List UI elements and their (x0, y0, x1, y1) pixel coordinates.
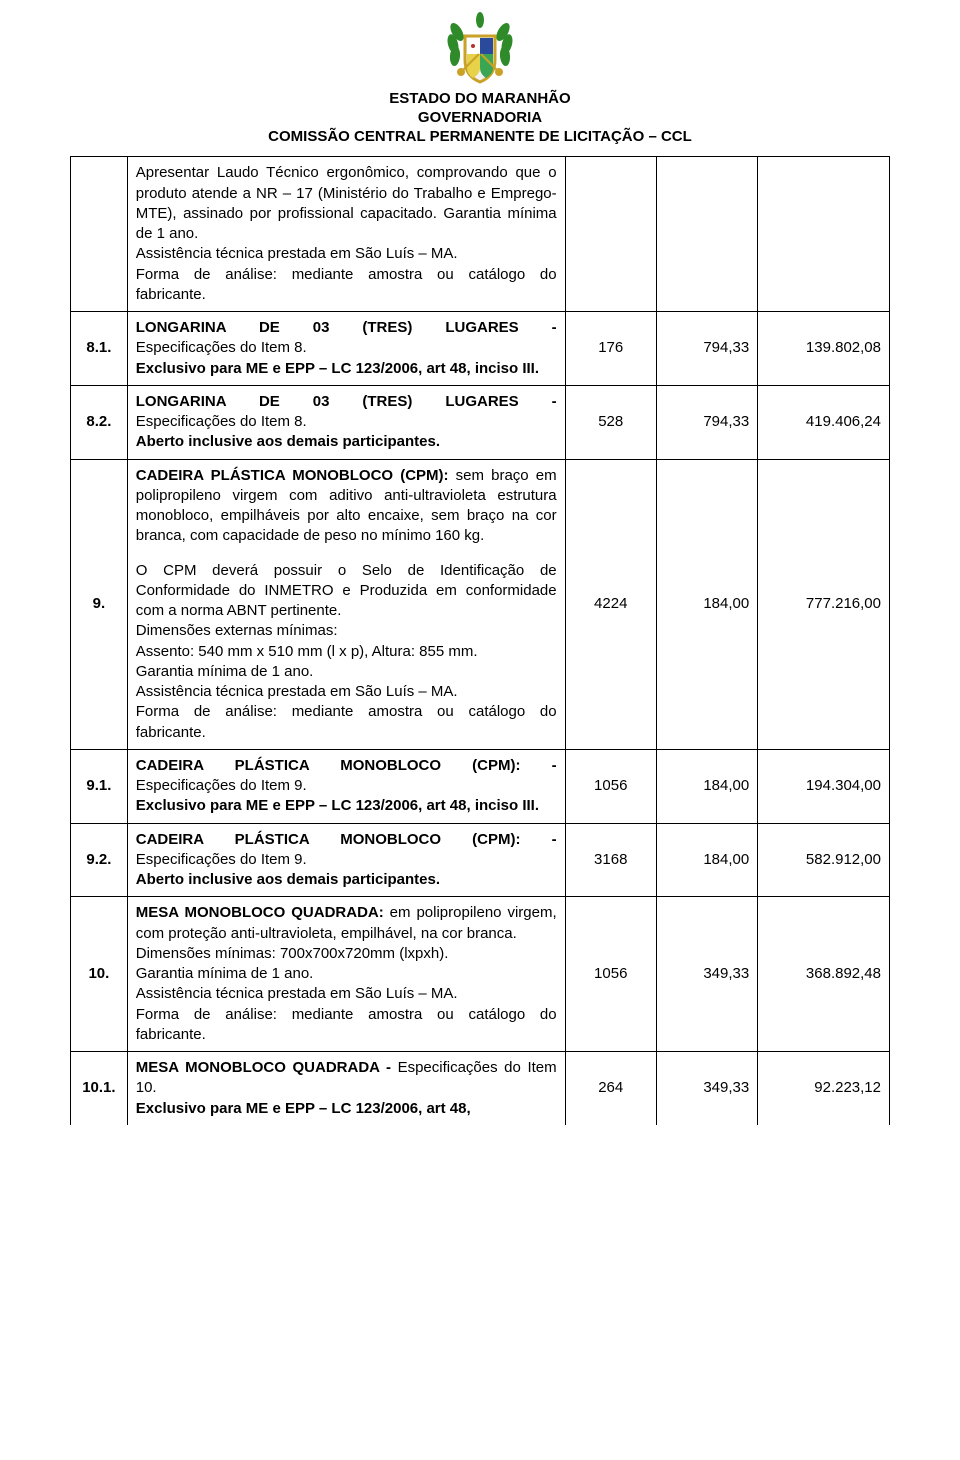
table-row: Apresentar Laudo Técnico ergonômico, com… (71, 157, 890, 312)
row-number: 8.1. (71, 312, 128, 386)
row-unit-price: 184,00 (656, 749, 757, 823)
row-unit-price: 184,00 (656, 823, 757, 897)
row-total: 582.912,00 (758, 823, 890, 897)
row-total: 777.216,00 (758, 459, 890, 749)
row-unit-price (656, 157, 757, 312)
row-quantity: 176 (565, 312, 656, 386)
specification-table: Apresentar Laudo Técnico ergonômico, com… (70, 156, 890, 1125)
row-unit-price: 349,33 (656, 897, 757, 1052)
table-row: 10.1.MESA MONOBLOCO QUADRADA - Especific… (71, 1052, 890, 1125)
row-total (758, 157, 890, 312)
row-number: 9.1. (71, 749, 128, 823)
row-unit-price: 794,33 (656, 312, 757, 386)
table-row: 9.2.CADEIRA PLÁSTICA MONOBLOCO (CPM): - … (71, 823, 890, 897)
row-unit-price: 184,00 (656, 459, 757, 749)
row-number: 9.2. (71, 823, 128, 897)
row-description: CADEIRA PLÁSTICA MONOBLOCO (CPM): - Espe… (127, 823, 565, 897)
row-total: 368.892,48 (758, 897, 890, 1052)
row-total: 194.304,00 (758, 749, 890, 823)
row-description: CADEIRA PLÁSTICA MONOBLOCO (CPM): - Espe… (127, 749, 565, 823)
document-page: ESTADO DO MARANHÃO GOVERNADORIA COMISSÃO… (0, 0, 960, 1125)
coat-of-arms (70, 10, 890, 88)
row-total: 139.802,08 (758, 312, 890, 386)
row-description: MESA MONOBLOCO QUADRADA - Especificações… (127, 1052, 565, 1125)
header-line-3: COMISSÃO CENTRAL PERMANENTE DE LICITAÇÃO… (70, 128, 890, 147)
table-row: 8.2.LONGARINA DE 03 (TRES) LUGARES - Esp… (71, 385, 890, 459)
row-number: 9. (71, 459, 128, 749)
table-row: 10.MESA MONOBLOCO QUADRADA: em polipropi… (71, 897, 890, 1052)
row-total: 419.406,24 (758, 385, 890, 459)
row-number: 8.2. (71, 385, 128, 459)
header-line-2: GOVERNADORIA (70, 109, 890, 128)
row-description: Apresentar Laudo Técnico ergonômico, com… (127, 157, 565, 312)
row-total: 92.223,12 (758, 1052, 890, 1125)
row-quantity: 528 (565, 385, 656, 459)
row-number: 10.1. (71, 1052, 128, 1125)
row-unit-price: 349,33 (656, 1052, 757, 1125)
row-number (71, 157, 128, 312)
row-quantity: 4224 (565, 459, 656, 749)
row-number: 10. (71, 897, 128, 1052)
row-quantity (565, 157, 656, 312)
table-row: 8.1.LONGARINA DE 03 (TRES) LUGARES - Esp… (71, 312, 890, 386)
header-line-1: ESTADO DO MARANHÃO (70, 90, 890, 109)
row-description: CADEIRA PLÁSTICA MONOBLOCO (CPM): sem br… (127, 459, 565, 749)
table-row: 9.CADEIRA PLÁSTICA MONOBLOCO (CPM): sem … (71, 459, 890, 749)
row-quantity: 264 (565, 1052, 656, 1125)
row-description: LONGARINA DE 03 (TRES) LUGARES - Especif… (127, 385, 565, 459)
row-description: MESA MONOBLOCO QUADRADA: em polipropilen… (127, 897, 565, 1052)
row-quantity: 1056 (565, 897, 656, 1052)
row-unit-price: 794,33 (656, 385, 757, 459)
letterhead: ESTADO DO MARANHÃO GOVERNADORIA COMISSÃO… (70, 90, 890, 146)
row-description: LONGARINA DE 03 (TRES) LUGARES - Especif… (127, 312, 565, 386)
row-quantity: 1056 (565, 749, 656, 823)
table-row: 9.1.CADEIRA PLÁSTICA MONOBLOCO (CPM): - … (71, 749, 890, 823)
row-quantity: 3168 (565, 823, 656, 897)
